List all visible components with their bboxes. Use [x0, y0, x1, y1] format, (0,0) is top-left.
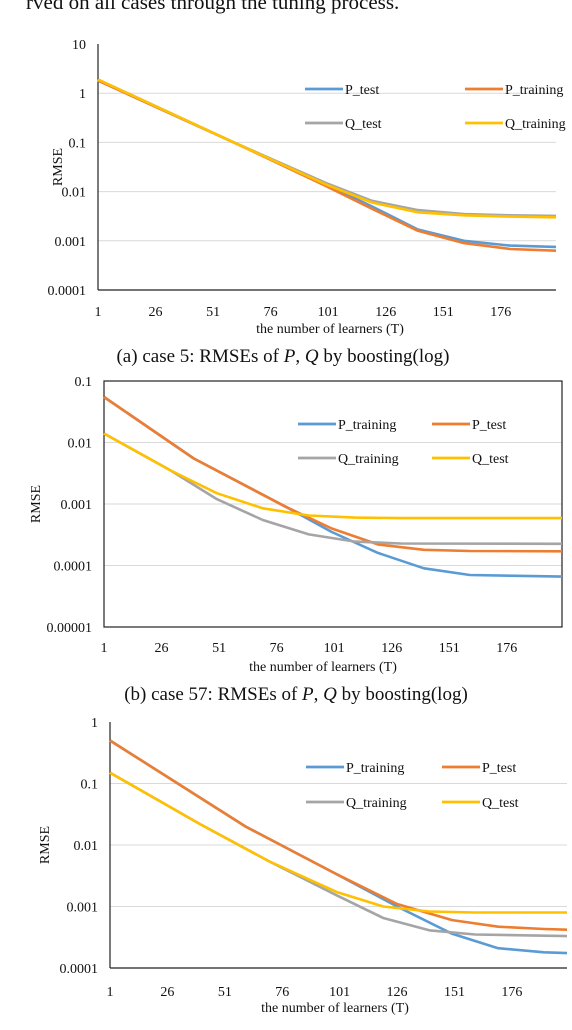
y-tick-label: 0.001: [67, 901, 99, 916]
x-tick-label: 176: [501, 985, 522, 1000]
x-tick-label: 126: [387, 985, 408, 1000]
caption-part: (a) case 5: RMSEs of: [116, 346, 283, 367]
series-line-p-training: [97, 79, 557, 252]
x-tick-label: 151: [439, 641, 460, 656]
x-tick-label: 51: [218, 985, 232, 1000]
caption-part: by boosting(log): [319, 346, 450, 367]
y-tick-label: 0.001: [55, 235, 87, 250]
x-tick-label: 1: [95, 305, 102, 320]
x-tick-label: 126: [375, 305, 396, 320]
y-tick-label: 0.0001: [60, 962, 99, 977]
x-tick-label: 1: [107, 985, 114, 1000]
caption-part: ,: [295, 346, 305, 367]
series-line-p-test: [103, 395, 563, 553]
x-axis-title: the number of learners (T): [256, 322, 404, 337]
y-tick-label: 1: [91, 716, 98, 731]
legend-label: Q_training: [338, 452, 399, 467]
caption-part: Q: [305, 346, 319, 367]
x-tick-label: 76: [270, 641, 284, 656]
legend-label: Q_test: [345, 117, 382, 132]
x-tick-label: 76: [275, 985, 289, 1000]
plot-border: [103, 380, 563, 628]
legend-label: P_test: [472, 418, 506, 433]
x-tick-label: 51: [206, 305, 220, 320]
series-line-q-test: [103, 432, 562, 520]
x-axis-title: the number of learners (T): [249, 660, 397, 675]
series-line-q-training: [97, 78, 557, 219]
y-tick-label: 0.1: [75, 375, 93, 390]
x-tick-label: 101: [329, 985, 350, 1000]
legend-label: P_test: [482, 761, 516, 776]
y-tick-label: 0.01: [68, 437, 93, 452]
caption-part: P: [301, 684, 314, 705]
caption-part: Q: [323, 684, 337, 705]
x-tick-label: 151: [433, 305, 454, 320]
y-tick-label: 10: [72, 38, 86, 53]
x-tick-label: 26: [149, 305, 163, 320]
legend-label: P_training: [346, 761, 404, 776]
chart-caption: (a) case 5: RMSEs of P, Q by boosting(lo…: [116, 346, 449, 367]
y-tick-label: 0.001: [61, 498, 93, 513]
x-tick-label: 26: [155, 641, 169, 656]
x-tick-label: 126: [381, 641, 402, 656]
y-axis-title: RMSE: [38, 826, 53, 864]
caption-part: ,: [314, 684, 324, 705]
legend-label: P_training: [338, 418, 396, 433]
y-tick-label: 0.0001: [48, 284, 87, 299]
y-tick-label: 0.01: [74, 839, 99, 854]
legend-label: P_training: [505, 83, 563, 98]
legend-label: P_test: [345, 83, 379, 98]
x-tick-label: 26: [160, 985, 174, 1000]
chart-caption: (b) case 57: RMSEs of P, Q by boosting(l…: [124, 684, 468, 705]
y-tick-label: 1: [79, 87, 86, 102]
legend-label: Q_test: [472, 452, 509, 467]
series-line-q-test: [109, 771, 567, 914]
legend-label: Q_training: [346, 796, 407, 811]
caption-part: (b) case 57: RMSEs of: [124, 684, 302, 705]
x-axis-title: the number of learners (T): [261, 1001, 409, 1016]
y-tick-label: 0.01: [62, 186, 87, 201]
caption-part: P: [283, 346, 296, 367]
x-tick-label: 176: [496, 641, 517, 656]
legend-label: Q_training: [505, 117, 566, 132]
x-tick-label: 151: [444, 985, 465, 1000]
x-tick-label: 101: [324, 641, 345, 656]
x-tick-label: 176: [490, 305, 511, 320]
y-tick-label: 0.1: [81, 778, 99, 793]
y-axis-title: RMSE: [51, 148, 66, 186]
y-tick-label: 0.1: [69, 136, 87, 151]
x-tick-label: 51: [212, 641, 226, 656]
legend-label: Q_test: [482, 796, 519, 811]
y-tick-label: 0.0001: [54, 560, 93, 575]
x-tick-label: 101: [318, 305, 339, 320]
y-tick-label: 0.00001: [47, 621, 93, 636]
series-line-p-test: [97, 79, 557, 249]
y-axis-title: RMSE: [29, 485, 44, 523]
body-text-fragment: rved on all cases through the tuning pro…: [26, 0, 400, 14]
x-tick-label: 76: [264, 305, 278, 320]
caption-part: by boosting(log): [337, 684, 468, 705]
series-line-q-training: [103, 432, 563, 546]
series-line-q-test: [97, 78, 557, 218]
x-tick-label: 1: [101, 641, 108, 656]
